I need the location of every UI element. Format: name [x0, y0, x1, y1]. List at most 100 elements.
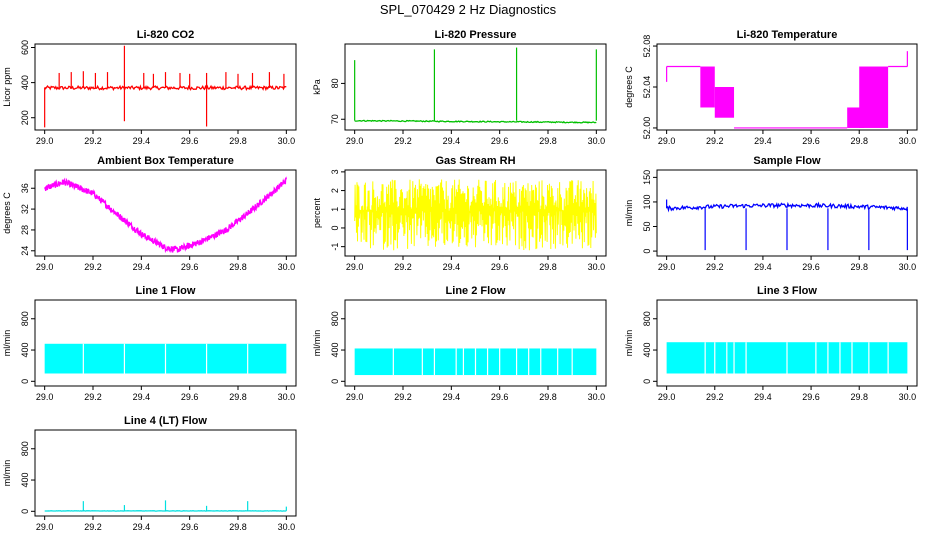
y-tick-label: 200	[20, 110, 30, 125]
x-tick-label: 29.2	[84, 136, 102, 146]
x-tick-label: 30.0	[899, 392, 917, 402]
x-tick-label: 29.2	[706, 392, 724, 402]
y-tick-label: 150	[642, 170, 652, 185]
x-tick-label: 30.0	[278, 522, 296, 532]
y-tick-label: 3	[330, 169, 340, 174]
series-band	[859, 67, 888, 128]
y-tick-label: 0	[642, 249, 652, 254]
x-tick-label: 30.0	[278, 136, 296, 146]
x-tick-label: 29.4	[754, 136, 772, 146]
panel-title: Line 1 Flow	[136, 285, 196, 297]
x-tick-label: 30.0	[588, 392, 606, 402]
x-tick-label: 29.6	[181, 522, 199, 532]
x-tick-label: 29.2	[706, 136, 724, 146]
y-tick-label: 600	[20, 40, 30, 55]
x-tick-label: 29.6	[491, 262, 509, 272]
y-tick-label: 52.00	[642, 117, 652, 140]
series-data	[45, 344, 287, 374]
series-band	[700, 67, 714, 108]
y-tick-label: 400	[20, 75, 30, 90]
series-data	[45, 46, 287, 128]
x-tick-label: 29.2	[706, 262, 724, 272]
y-tick-label: 800	[20, 441, 30, 456]
x-tick-label: 29.0	[36, 522, 54, 532]
x-tick-label: 29.0	[36, 136, 54, 146]
x-tick-label: 29.0	[36, 392, 54, 402]
y-tick-label: 24	[20, 246, 30, 256]
y-tick-label: 36	[20, 183, 30, 193]
series-line	[355, 179, 597, 250]
x-tick-label: 29.4	[754, 392, 772, 402]
x-tick-label: 29.2	[394, 136, 412, 146]
x-tick-label: 29.8	[229, 136, 247, 146]
y-tick-label: 52.08	[642, 35, 652, 58]
series-data	[667, 51, 908, 128]
y-tick-label: 800	[642, 311, 652, 326]
plot-frame	[35, 170, 296, 256]
y-axis-label: ml/min	[624, 330, 634, 357]
y-axis-label: degrees C	[2, 192, 12, 234]
y-axis-label: degrees C	[624, 66, 634, 108]
x-tick-label: 29.0	[658, 392, 676, 402]
y-tick-label: 400	[330, 343, 340, 358]
x-tick-label: 29.6	[802, 262, 820, 272]
x-tick-label: 29.2	[394, 262, 412, 272]
x-tick-label: 29.4	[443, 392, 461, 402]
panel-title: Gas Stream RH	[435, 155, 515, 167]
x-tick-label: 29.8	[539, 392, 557, 402]
x-tick-label: 29.0	[346, 262, 364, 272]
x-tick-label: 29.6	[491, 136, 509, 146]
x-tick-label: 29.0	[346, 392, 364, 402]
y-tick-label: 0	[330, 379, 340, 384]
y-tick-label: 0	[642, 379, 652, 384]
x-tick-label: 29.8	[229, 392, 247, 402]
y-tick-label: 1	[330, 207, 340, 212]
x-tick-label: 29.0	[658, 262, 676, 272]
x-tick-label: 29.0	[346, 136, 364, 146]
series-data	[355, 48, 597, 123]
x-tick-label: 29.4	[133, 522, 151, 532]
series-data	[355, 348, 597, 375]
x-tick-label: 29.2	[84, 262, 102, 272]
y-axis-label: ml/min	[2, 460, 12, 487]
series-line	[45, 178, 287, 252]
y-axis-label: ml/min	[624, 200, 634, 227]
y-axis-label: Licor ppm	[2, 67, 12, 107]
panel-title: Li-820 Temperature	[737, 29, 838, 41]
y-tick-label: 0	[20, 379, 30, 384]
x-tick-label: 29.4	[754, 262, 772, 272]
x-tick-label: 29.6	[181, 392, 199, 402]
x-tick-label: 29.2	[84, 522, 102, 532]
y-tick-label: 400	[642, 343, 652, 358]
x-tick-label: 30.0	[588, 262, 606, 272]
series-data	[45, 178, 287, 252]
x-tick-label: 29.2	[394, 392, 412, 402]
x-tick-label: 29.6	[491, 392, 509, 402]
panel-title: Li-820 CO2	[137, 29, 194, 41]
y-tick-label: 400	[20, 343, 30, 358]
series-data	[667, 199, 908, 250]
y-axis-label: kPa	[312, 79, 322, 95]
x-tick-label: 29.4	[133, 262, 151, 272]
y-tick-label: 100	[642, 194, 652, 209]
x-tick-label: 29.8	[850, 136, 868, 146]
x-tick-label: 29.8	[229, 262, 247, 272]
x-tick-label: 29.4	[133, 392, 151, 402]
x-tick-label: 29.0	[36, 262, 54, 272]
y-tick-label: 70	[330, 114, 340, 124]
x-tick-label: 29.2	[84, 392, 102, 402]
y-tick-label: 28	[20, 225, 30, 235]
x-tick-label: 29.6	[802, 392, 820, 402]
y-axis-label: ml/min	[312, 330, 322, 357]
x-tick-label: 29.4	[443, 136, 461, 146]
panel-title: Line 4 (LT) Flow	[124, 415, 207, 427]
y-tick-label: 50	[642, 222, 652, 232]
x-tick-label: 30.0	[588, 136, 606, 146]
